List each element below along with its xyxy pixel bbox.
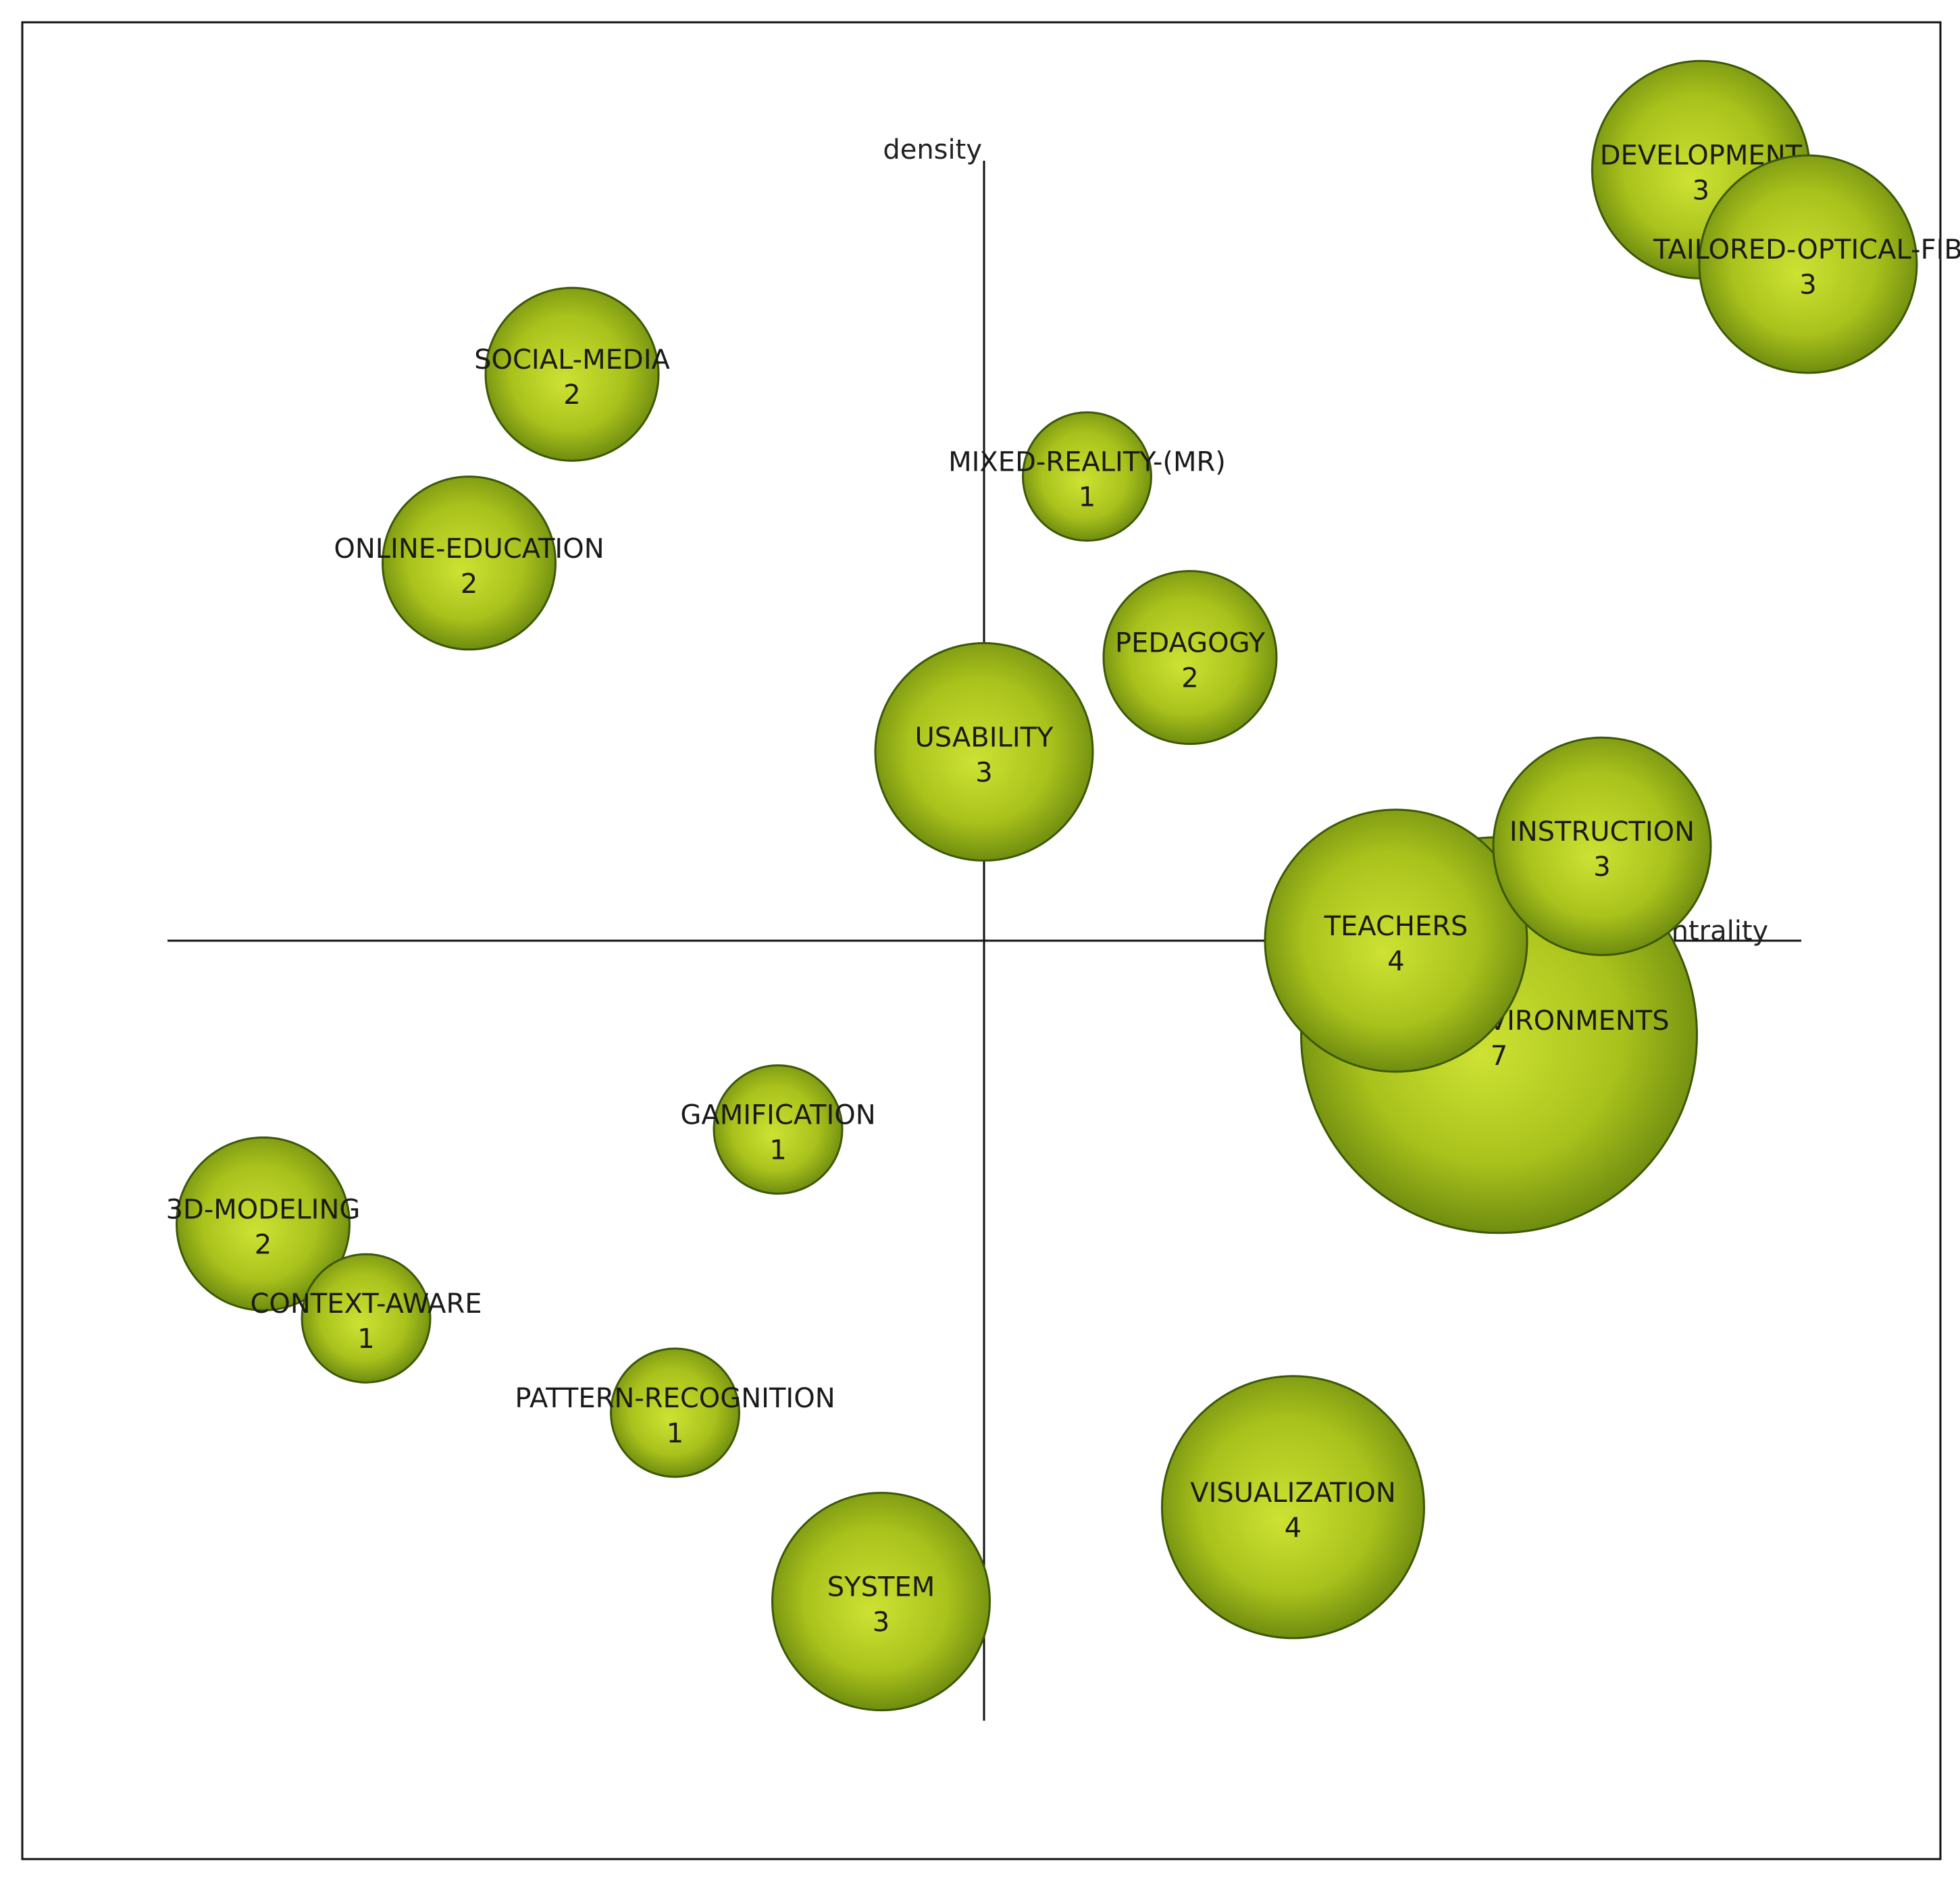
bubble-system: SYSTEM 3 (771, 1492, 991, 1712)
bubble-label: CONTEXT-AWARE (250, 1288, 482, 1320)
bubble-circle (1698, 154, 1918, 374)
bubble-label: SYSTEM (827, 1572, 935, 1603)
bubble-circle (301, 1253, 432, 1384)
bubble-count: 4 (1387, 946, 1404, 977)
bubble-count: 2 (563, 380, 580, 411)
bubble-usability: USABILITY 3 (874, 642, 1094, 862)
bubble-pattern-recognition: PATTERN-RECOGNITION 1 (515, 1347, 835, 1478)
bubble-label: GAMIFICATION (680, 1100, 875, 1131)
bubble-mixed-reality-mr: MIXED-REALITY-(MR) 1 (948, 411, 1226, 542)
bubble-count: 3 (873, 1607, 889, 1638)
bubble-count: 3 (975, 757, 992, 788)
bubble-3d-modeling: 3D-MODELING 2 (166, 1136, 361, 1311)
y-axis-label: density (883, 134, 982, 165)
bubble-count: 1 (667, 1418, 684, 1449)
bubble-label: USABILITY (915, 722, 1054, 753)
bubble-circle (1161, 1375, 1425, 1640)
bubble-circle (484, 286, 660, 462)
bubble-circle (771, 1492, 991, 1712)
bubble-teachers: TEACHERS 4 (1264, 808, 1528, 1073)
bubble-instruction: INSTRUCTION 3 (1492, 736, 1712, 956)
bubble-count: 2 (255, 1229, 272, 1260)
bubble-count: 1 (769, 1135, 786, 1166)
bubble-label: INSTRUCTION (1510, 816, 1695, 847)
bubble-social-media: SOCIAL-MEDIA 2 (474, 286, 670, 462)
bubble-tailored-optical-fib: TAILORED-OPTICAL-FIB 3 (1653, 154, 1960, 374)
bubble-label: PATTERN-RECOGNITION (515, 1383, 835, 1414)
bubble-circle (176, 1136, 351, 1311)
bubble-count: 4 (1285, 1513, 1301, 1544)
bubble-circle (610, 1347, 740, 1478)
bubble-context-aware: CONTEXT-AWARE 1 (250, 1253, 482, 1384)
bubble-circle (1022, 411, 1152, 542)
bubble-count: 1 (1079, 482, 1095, 513)
bubble-layer: VIRTUAL-ENVIRONMENTS7TEACHERS4VISUALIZAT… (166, 59, 1960, 1712)
bubble-label: TAILORED-OPTICAL-FIB (1653, 234, 1960, 265)
bubble-circle (713, 1064, 844, 1195)
bubble-circle (874, 642, 1094, 862)
bubble-count: 3 (1693, 175, 1709, 206)
bubble-gamification: GAMIFICATION 1 (680, 1064, 876, 1195)
bubble-label: PEDAGOGY (1115, 628, 1266, 659)
bubble-count: 3 (1593, 852, 1610, 883)
bubble-count: 7 (1491, 1041, 1507, 1072)
bubble-label: ONLINE-EDUCATION (334, 533, 604, 565)
bubble-count: 3 (1799, 269, 1816, 301)
bubble-circle (382, 475, 557, 651)
bubble-visualization: VISUALIZATION 4 (1161, 1375, 1425, 1640)
bubble-label: VISUALIZATION (1190, 1478, 1396, 1509)
bubble-label: MIXED-REALITY-(MR) (948, 447, 1226, 478)
bubble-circle (1102, 570, 1278, 746)
bubble-count: 1 (357, 1324, 374, 1355)
bubble-circle (1264, 808, 1528, 1073)
bubble-online-education: ONLINE-EDUCATION 2 (334, 475, 604, 651)
bubble-count: 2 (1181, 663, 1198, 694)
bubble-pedagogy: PEDAGOGY 2 (1102, 570, 1278, 746)
bubble-circle (1492, 736, 1712, 956)
bubble-label: TEACHERS (1324, 911, 1468, 942)
bubble-count: 2 (461, 569, 478, 600)
bubble-label: SOCIAL-MEDIA (474, 344, 670, 375)
bubble-label: 3D-MODELING (166, 1194, 361, 1225)
